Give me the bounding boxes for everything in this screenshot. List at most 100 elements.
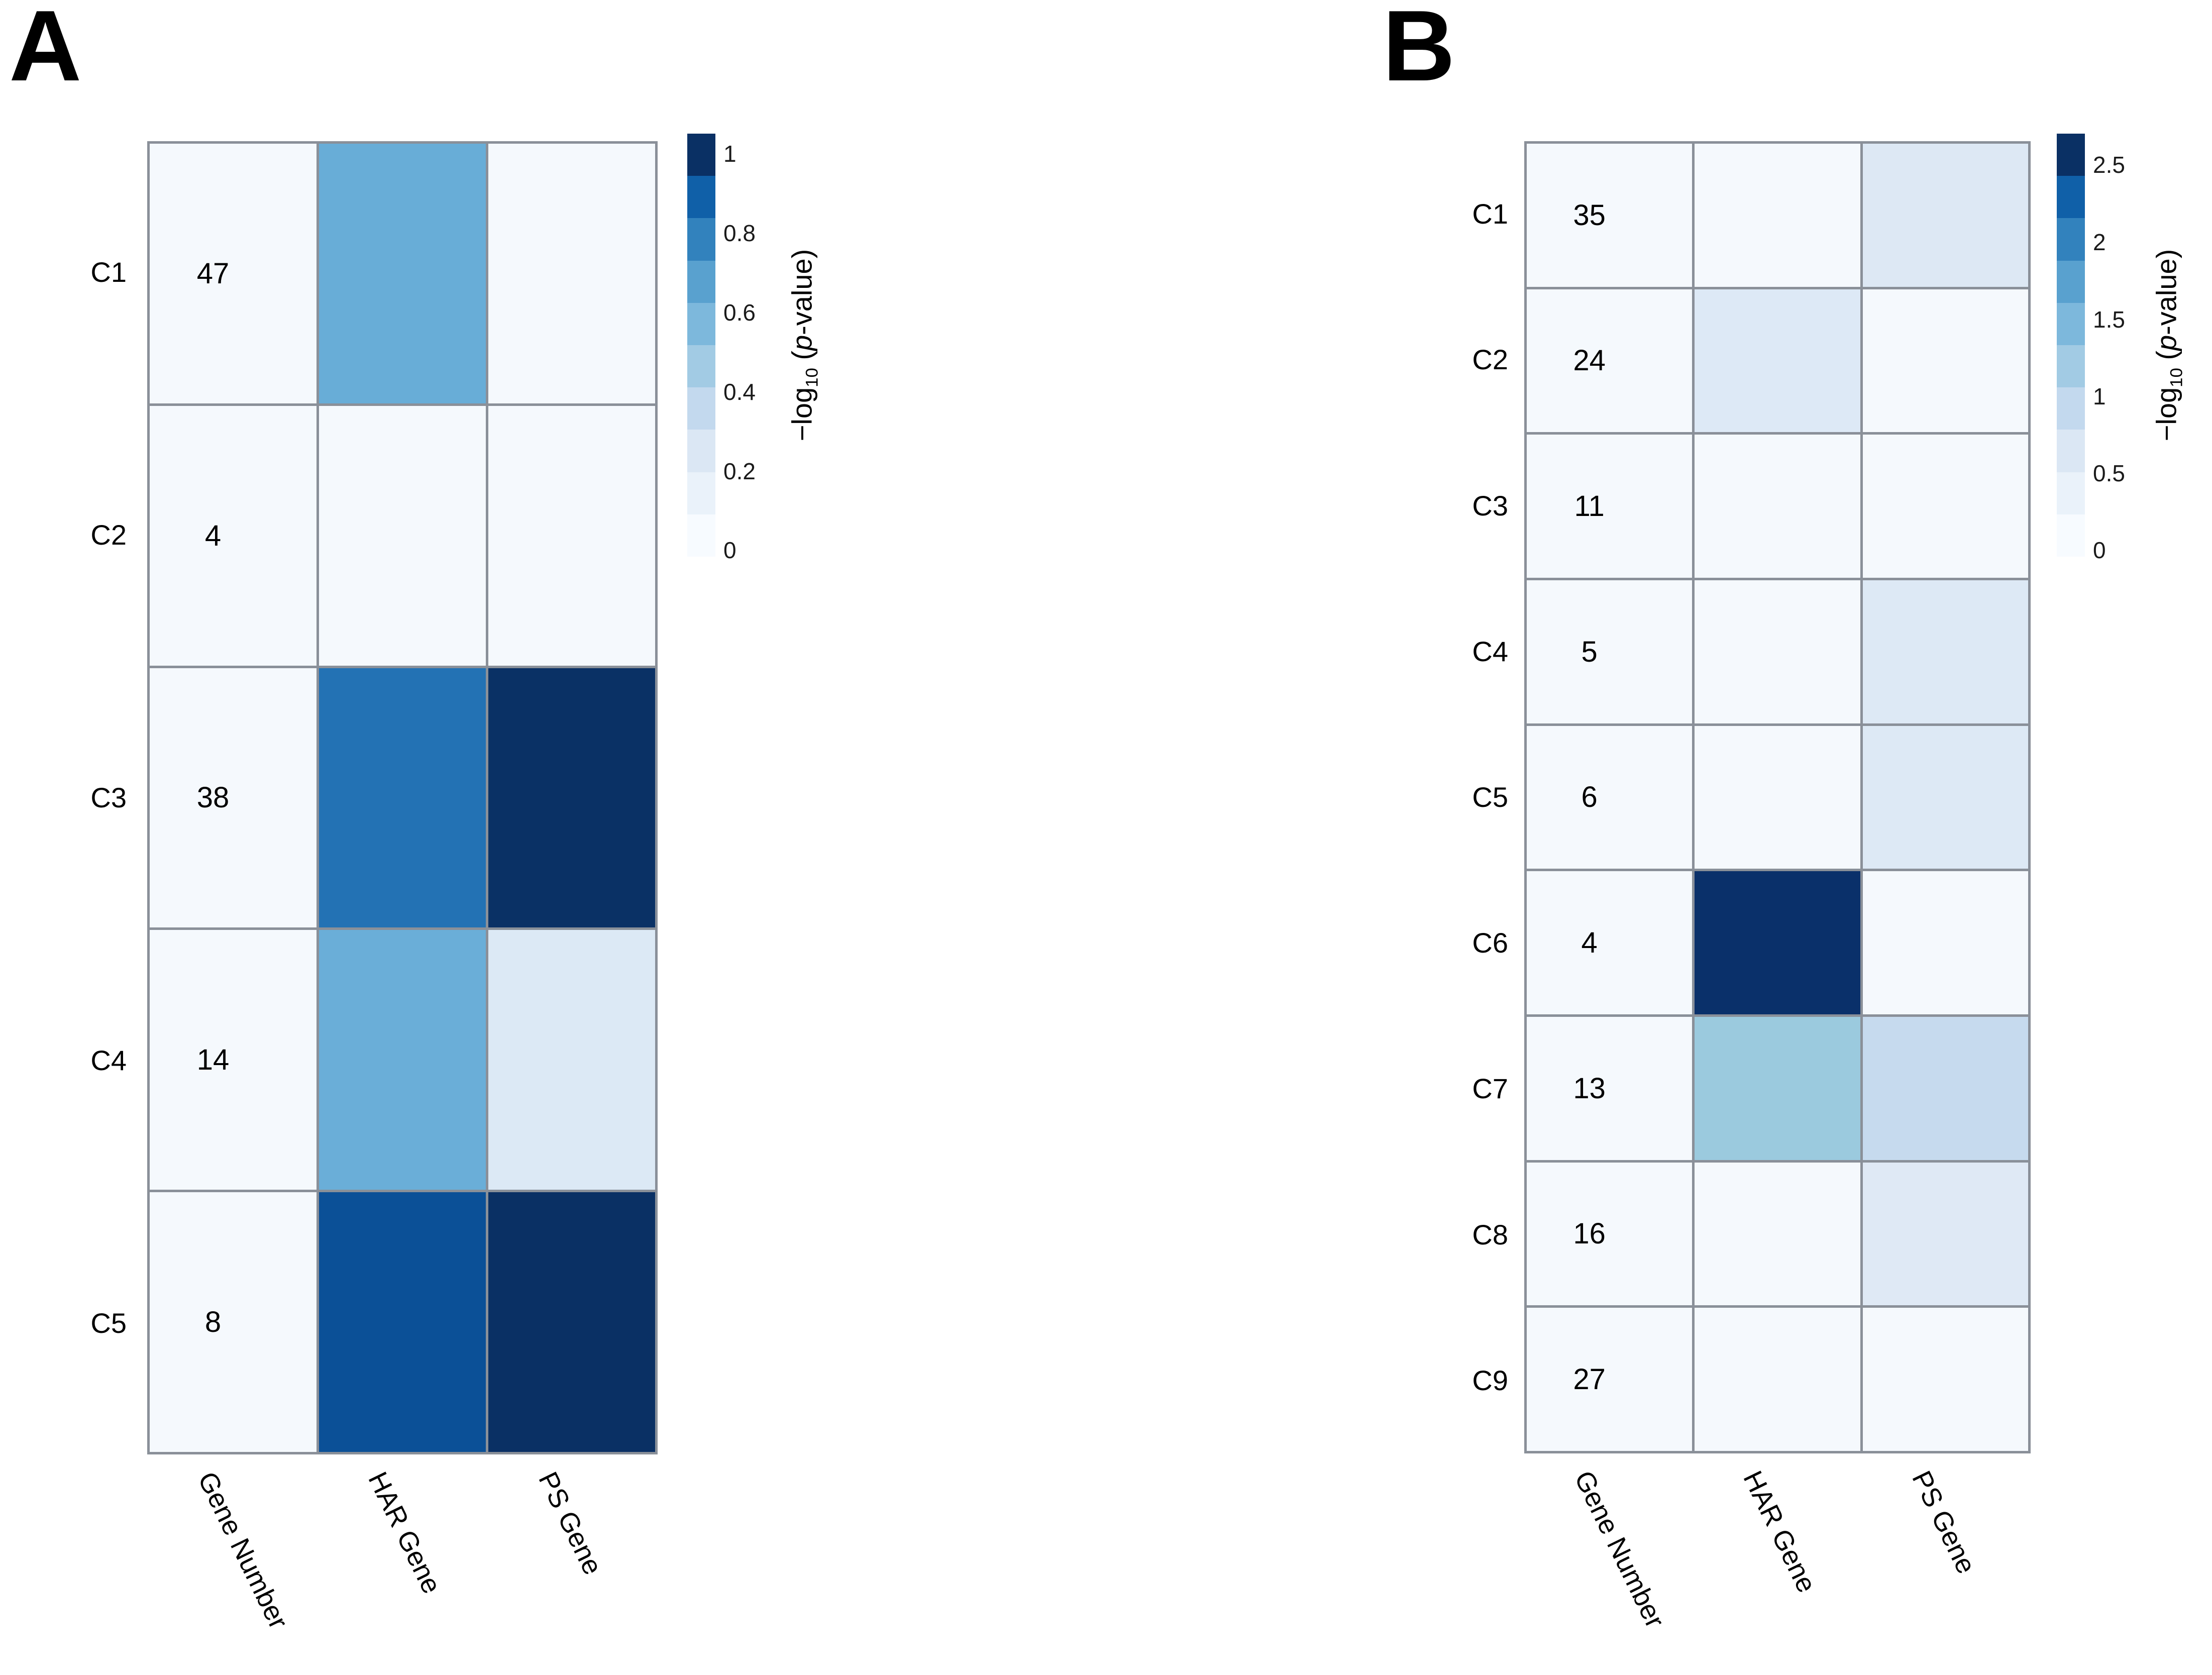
heatmap-cell: 4 — [1527, 871, 1693, 1014]
heatmap-cell — [1695, 580, 1860, 723]
gene-number-value: 35 — [1573, 198, 1606, 232]
heatmap-cell — [319, 930, 486, 1190]
colorbar-tick-label: 0 — [723, 537, 736, 563]
heatmap-cell — [488, 405, 655, 666]
colorbar-segment — [687, 176, 715, 219]
gene-number-value: 47 — [196, 257, 230, 290]
heatmap-cell — [1862, 1162, 2028, 1306]
heatmap-cell — [1695, 144, 1860, 287]
colorbar-tick-label: 0.6 — [723, 299, 756, 326]
gene-number-value: 14 — [196, 1043, 230, 1077]
colorbar-tick-label: 2 — [2093, 229, 2106, 255]
heatmap-cell — [1695, 1308, 1860, 1451]
heatmap-cell: 47 — [150, 144, 317, 403]
colorbar-segment — [2057, 134, 2085, 176]
heatmap-cell: 38 — [150, 668, 317, 928]
heatmap-cell — [488, 668, 655, 928]
colorbar-panel-b — [2057, 134, 2085, 557]
heatmap-cell: 14 — [150, 930, 317, 1190]
row-label-c3: C3 — [1472, 490, 1508, 521]
colorbar-segment — [687, 430, 715, 472]
gene-number-value: 4 — [204, 519, 222, 552]
heatmap-cell — [1862, 1016, 2028, 1160]
heatmap-cell — [1862, 1308, 2028, 1451]
gene-number-value: 13 — [1573, 1072, 1606, 1105]
colorbar-segment — [2057, 387, 2085, 430]
colorbar-segment — [687, 260, 715, 303]
panel-b-letter: B — [1383, 0, 1455, 102]
heatmap-cell — [1695, 725, 1860, 869]
heatmap-cell — [1695, 871, 1860, 1014]
column-label: Gene Number — [192, 1467, 294, 1634]
colorbar-segment — [687, 134, 715, 176]
column-label: Gene Number — [1568, 1466, 1670, 1633]
gene-number-value: 27 — [1573, 1363, 1606, 1396]
heatmap-cell: 11 — [1527, 435, 1693, 578]
heatmap-cell: 6 — [1527, 725, 1693, 869]
heatmap-cell: 24 — [1527, 289, 1693, 433]
heatmap-panel-a: 47 4 38 14 8 — [147, 141, 658, 1454]
colorbar-segment — [2057, 260, 2085, 303]
colorbar-tick-label: 1 — [2093, 383, 2106, 409]
row-label-c5: C5 — [90, 1307, 127, 1339]
colorbar-segment — [2057, 430, 2085, 472]
colorbar-segment — [2057, 218, 2085, 261]
panel-a-letter: A — [9, 0, 82, 102]
heatmap-cell — [488, 930, 655, 1190]
heatmap-cell: 13 — [1527, 1016, 1693, 1160]
column-label: HAR Gene — [362, 1467, 447, 1599]
colorbar-segment — [2057, 472, 2085, 514]
heatmap-panel-b: 35 24 11 5 6 4 13 16 27 — [1524, 141, 2031, 1453]
heatmap-cell — [1862, 725, 2028, 869]
row-label-c3: C3 — [90, 782, 127, 813]
heatmap-cell — [1695, 1162, 1860, 1306]
heatmap-cell — [319, 1192, 486, 1452]
heatmap-cell — [319, 405, 486, 666]
heatmap-cell — [1862, 580, 2028, 723]
colorbar-segment — [2057, 514, 2085, 557]
colorbar-panel-a — [687, 134, 715, 557]
colorbar-segment — [687, 472, 715, 514]
heatmap-cell — [1862, 871, 2028, 1014]
colorbar-tick-label: 2.5 — [2093, 152, 2125, 178]
row-label-c1: C1 — [90, 256, 127, 288]
gene-number-value: 16 — [1573, 1217, 1606, 1250]
heatmap-cell — [1695, 435, 1860, 578]
gene-number-value: 38 — [196, 781, 230, 814]
gene-number-value: 8 — [204, 1306, 222, 1339]
row-label-c7: C7 — [1472, 1073, 1508, 1104]
heatmap-cell: 8 — [150, 1192, 317, 1452]
row-label-c6: C6 — [1472, 927, 1508, 959]
heatmap-cell — [319, 144, 486, 403]
row-label-c5: C5 — [1472, 781, 1508, 813]
column-label: HAR Gene — [1737, 1466, 1822, 1598]
colorbar-tick-label: 0.5 — [2093, 460, 2125, 486]
row-label-c8: C8 — [1472, 1219, 1508, 1250]
heatmap-cell — [1862, 435, 2028, 578]
colorbar-segment — [2057, 302, 2085, 346]
colorbar-segment — [687, 302, 715, 346]
colorbar-tick-label: 1.5 — [2093, 306, 2125, 333]
colorbar-tick-label: 0.4 — [723, 379, 756, 405]
heatmap-cell — [1862, 144, 2028, 287]
colorbar-segment — [2057, 345, 2085, 388]
heatmap-cell — [1695, 289, 1860, 433]
column-label: PS Gene — [533, 1467, 608, 1580]
row-label-c4: C4 — [1472, 636, 1508, 667]
heatmap-cell: 27 — [1527, 1308, 1693, 1451]
heatmap-cell — [319, 668, 486, 928]
colorbar-title: −log10 (p-value) — [786, 249, 822, 442]
heatmap-cell — [1862, 289, 2028, 433]
heatmap-cell — [1695, 1016, 1860, 1160]
row-label-c1: C1 — [1472, 198, 1508, 230]
colorbar-tick-label: 0 — [2093, 537, 2106, 563]
colorbar-segment — [687, 345, 715, 388]
heatmap-cell — [488, 1192, 655, 1452]
row-label-c2: C2 — [1472, 344, 1508, 375]
heatmap-cell: 35 — [1527, 144, 1693, 287]
colorbar-tick-label: 0.8 — [723, 220, 756, 246]
row-label-c2: C2 — [90, 519, 127, 551]
heatmap-cell: 4 — [150, 405, 317, 666]
colorbar-segment — [687, 218, 715, 261]
colorbar-tick-label: 0.2 — [723, 458, 756, 484]
